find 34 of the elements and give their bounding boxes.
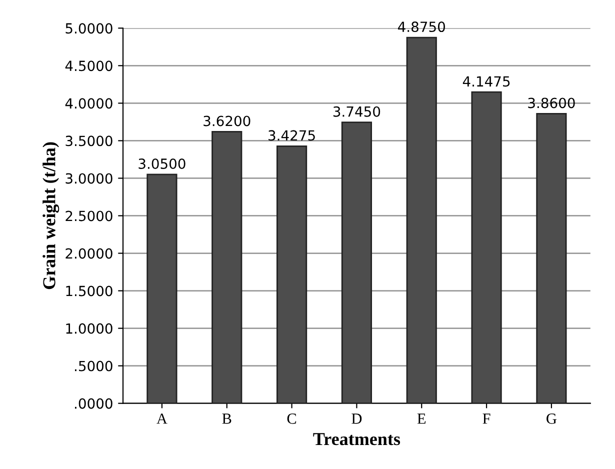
y-tick-label: 5.0000 xyxy=(66,23,112,34)
y-tick-label: .0000 xyxy=(75,398,112,409)
bar xyxy=(212,131,242,404)
y-tick-label: 3.5000 xyxy=(66,136,112,146)
x-tick-label: C xyxy=(287,414,296,424)
x-tick-label: D xyxy=(352,414,362,424)
bar xyxy=(536,112,567,404)
data-label: 3.7450 xyxy=(333,106,380,117)
x-tick-label: A xyxy=(156,414,168,424)
y-tick-label: 3.0000 xyxy=(66,173,112,184)
x-axis-title: Treatments xyxy=(313,433,400,446)
bar xyxy=(146,174,178,404)
bar xyxy=(276,145,308,404)
data-label: 3.6200 xyxy=(204,116,250,126)
bar xyxy=(341,122,372,404)
bar xyxy=(471,91,502,404)
y-tick-label: 1.5000 xyxy=(66,286,112,296)
y-tick-label: .5000 xyxy=(75,360,112,372)
y-tick-label: 4.0000 xyxy=(65,98,112,109)
data-label: 3.4275 xyxy=(268,130,315,141)
bar xyxy=(406,36,437,404)
x-tick-label: B xyxy=(222,414,232,424)
data-label: 3.8600 xyxy=(528,98,575,108)
data-label: 4.8750 xyxy=(398,22,445,32)
data-label: 3.0500 xyxy=(138,158,186,169)
x-tick-label: E xyxy=(417,414,426,424)
y-tick-label: 4.5000 xyxy=(65,60,112,72)
y-axis-title: Grain weight (t/ha) xyxy=(42,142,60,290)
y-tick-label: 2.0000 xyxy=(66,248,112,259)
x-tick-label: F xyxy=(482,414,490,424)
x-tick-label: G xyxy=(546,414,556,424)
data-label: 4.1475 xyxy=(462,76,510,87)
y-tick-label: 1.0000 xyxy=(66,323,112,334)
y-tick-label: 2.5000 xyxy=(66,210,112,222)
